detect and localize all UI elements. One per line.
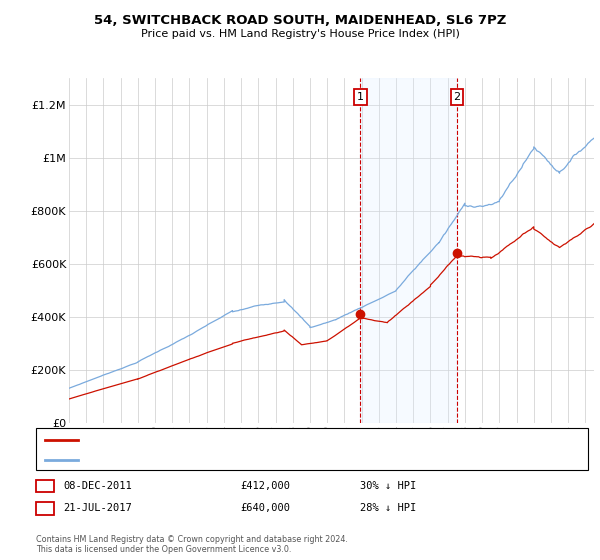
Text: 30% ↓ HPI: 30% ↓ HPI [360,481,416,491]
Text: 21-JUL-2017: 21-JUL-2017 [63,503,132,514]
Text: 28% ↓ HPI: 28% ↓ HPI [360,503,416,514]
Text: 54, SWITCHBACK ROAD SOUTH, MAIDENHEAD, SL6 7PZ (detached house): 54, SWITCHBACK ROAD SOUTH, MAIDENHEAD, S… [87,435,447,445]
Text: 1: 1 [357,92,364,102]
Text: 1: 1 [41,481,49,491]
Text: HPI: Average price, detached house, Windsor and Maidenhead: HPI: Average price, detached house, Wind… [87,455,392,465]
Text: Contains HM Land Registry data © Crown copyright and database right 2024.
This d: Contains HM Land Registry data © Crown c… [36,535,348,554]
Text: £412,000: £412,000 [240,481,290,491]
Text: 2: 2 [454,92,461,102]
Text: 08-DEC-2011: 08-DEC-2011 [63,481,132,491]
Text: 54, SWITCHBACK ROAD SOUTH, MAIDENHEAD, SL6 7PZ: 54, SWITCHBACK ROAD SOUTH, MAIDENHEAD, S… [94,14,506,27]
Text: Price paid vs. HM Land Registry's House Price Index (HPI): Price paid vs. HM Land Registry's House … [140,29,460,39]
Bar [360,78,457,423]
Text: £640,000: £640,000 [240,503,290,514]
Text: 2: 2 [41,503,49,514]
